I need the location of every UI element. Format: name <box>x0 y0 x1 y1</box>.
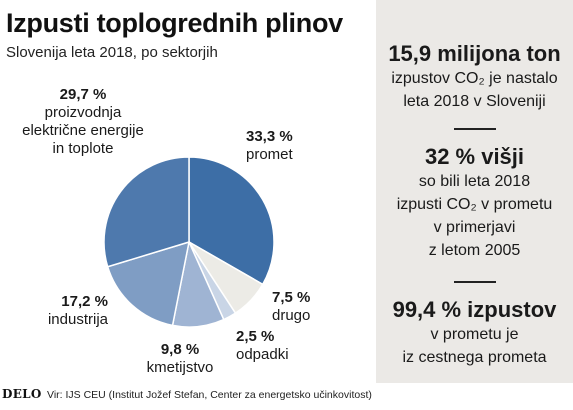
chart-subtitle: Slovenija leta 2018, po sektorjih <box>6 44 218 61</box>
footer: DELO Vir: IJS CEU (Institut Jožef Stefan… <box>0 386 573 408</box>
stat-transport-increase-line2: izpusti CO₂ v prometu <box>396 196 553 213</box>
pie-slice-promet <box>188 156 275 286</box>
stat-road-share: 99,4 % izpustov v prometu je iz cestnega… <box>376 297 573 369</box>
stat-transport-increase-value: 32 % višji <box>424 144 525 169</box>
divider <box>454 281 496 283</box>
stat-transport-increase: 32 % višji so bili leta 2018 izpusti CO₂… <box>376 144 573 262</box>
stat-transport-increase-line4: z letom 2005 <box>428 242 521 259</box>
label-transport-name: promet <box>246 146 293 163</box>
label-agriculture-value: 9,8 % <box>160 341 200 358</box>
label-transport-value: 33,3 % <box>246 128 293 145</box>
label-other-name: drugo <box>272 307 311 324</box>
stat-emissions-total-line2: leta 2018 v Sloveniji <box>403 93 546 110</box>
label-energy-line2: električne energije <box>22 122 144 139</box>
label-waste-name: odpadki <box>236 346 289 363</box>
stat-emissions-total: 15,9 milijona ton izpustov CO₂ je nastal… <box>376 41 573 113</box>
label-energy: 29,7 % proizvodnja električne energije i… <box>0 86 166 158</box>
label-energy-line1: proizvodnja <box>44 104 122 121</box>
label-industry-value: 17,2 % <box>61 293 108 310</box>
pie-chart <box>103 156 275 328</box>
label-transport: 33,3 % promet <box>246 128 293 164</box>
delo-logo: DELO <box>2 387 42 401</box>
stat-road-share-value: 99,4 % izpustov <box>392 297 557 322</box>
pie-slice-proizvodnja <box>103 156 190 268</box>
chart-title: Izpusti toplogrednih plinov <box>6 8 343 38</box>
label-energy-line3: in toplote <box>52 140 114 157</box>
divider <box>454 128 496 130</box>
stat-transport-increase-line1: so bili leta 2018 <box>418 173 531 190</box>
stat-emissions-total-value: 15,9 milijona ton <box>388 41 561 66</box>
stat-transport-increase-line3: v primerjavi <box>433 219 516 236</box>
pie-slice-industrija <box>106 240 190 327</box>
label-agriculture: 9,8 % kmetijstvo <box>140 341 220 377</box>
label-other: 7,5 % drugo <box>272 289 310 325</box>
info-panel: 15,9 milijona ton izpustov CO₂ je nastal… <box>376 0 573 383</box>
label-industry: 17,2 % industrija <box>20 293 108 329</box>
stat-emissions-total-line1: izpustov CO₂ je nastalo <box>391 70 558 87</box>
label-energy-value: 29,7 % <box>59 86 107 103</box>
label-agriculture-name: kmetijstvo <box>146 359 214 376</box>
stat-road-share-line1: v prometu je <box>430 326 519 343</box>
label-other-value: 7,5 % <box>272 289 311 306</box>
label-waste: 2,5 % odpadki <box>236 328 289 364</box>
label-industry-name: industrija <box>47 311 108 328</box>
label-waste-value: 2,5 % <box>236 328 275 345</box>
source-note: Vir: IJS CEU (Institut Jožef Stefan, Cen… <box>47 389 372 401</box>
stat-road-share-line2: iz cestnega prometa <box>402 349 547 366</box>
